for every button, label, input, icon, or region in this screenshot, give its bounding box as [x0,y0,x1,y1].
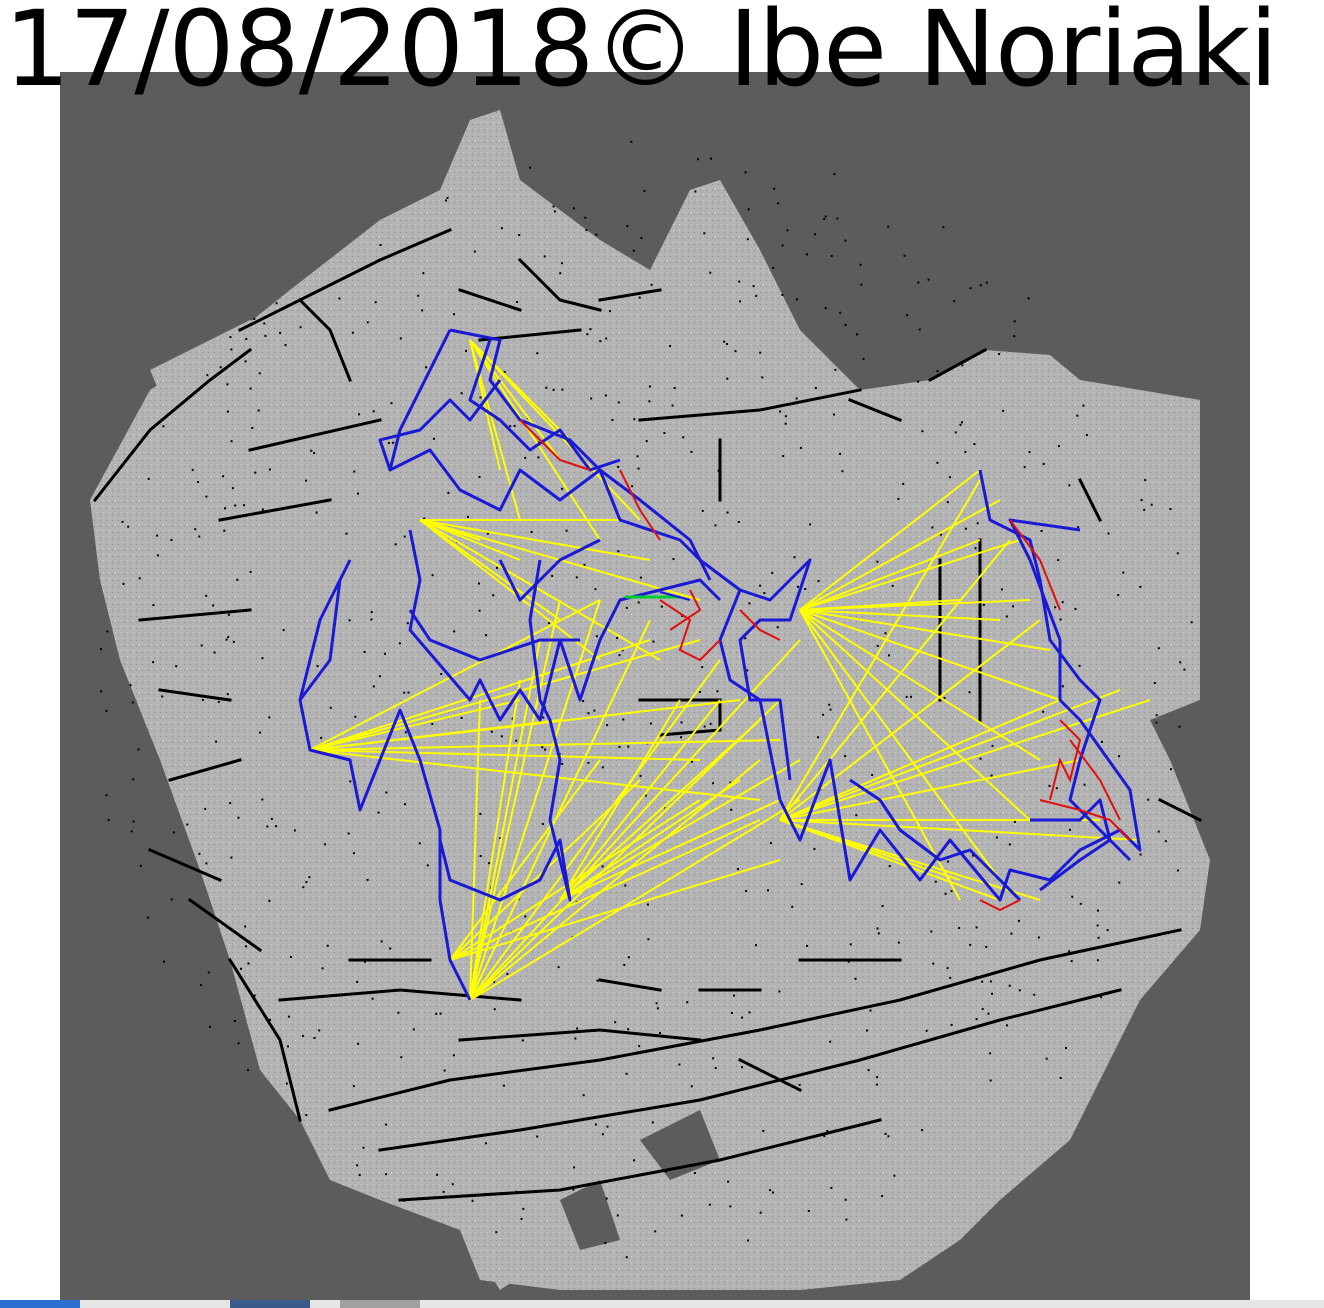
robot-trajectory [298,328,1142,1001]
watermark-caption: 17/08/2018© Ibe Noriaki [4,0,1278,110]
obstacle-walls [92,228,1203,1202]
loop-constraints [309,339,1151,1001]
robot-pose-marker [625,591,691,601]
taskbar-strip [0,1300,1324,1308]
loop-closures [519,419,1131,912]
